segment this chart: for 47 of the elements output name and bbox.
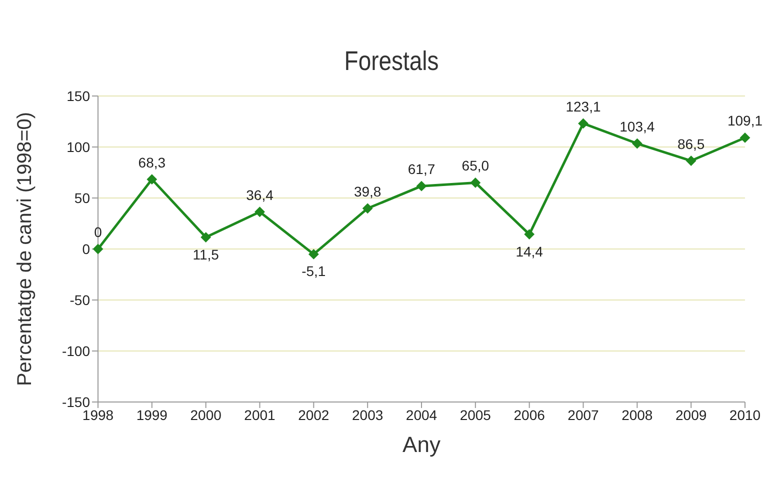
chart-title: Forestals bbox=[343, 45, 440, 78]
x-tick-label: 2009 bbox=[676, 406, 707, 423]
text: 39,8 bbox=[354, 183, 382, 200]
text: 123,1 bbox=[566, 98, 601, 114]
x-tick-label: 2000 bbox=[190, 406, 222, 423]
point bbox=[362, 203, 373, 214]
x-axis-title: Any bbox=[402, 432, 440, 457]
x-tick-label: 2002 bbox=[298, 406, 330, 423]
point bbox=[200, 232, 211, 242]
text: 14,4 bbox=[516, 243, 543, 260]
x-tick-label: 2010 bbox=[729, 406, 761, 423]
text: 68,3 bbox=[138, 154, 166, 170]
y-tick-label: 100 bbox=[66, 138, 90, 155]
x-tick-label: 2001 bbox=[244, 406, 276, 423]
point bbox=[524, 229, 534, 240]
text: 109,1 bbox=[727, 112, 763, 129]
point bbox=[632, 138, 642, 149]
text: 61,7 bbox=[408, 161, 436, 178]
text: 0 bbox=[94, 224, 102, 240]
text: 65,0 bbox=[462, 158, 490, 174]
x-tick-label: 2004 bbox=[406, 406, 438, 423]
point bbox=[740, 132, 750, 143]
y-tick-label: 150 bbox=[66, 88, 90, 104]
text: -5,1 bbox=[302, 263, 326, 280]
x-tick-label: 2005 bbox=[460, 406, 492, 423]
y-tick-label: 50 bbox=[74, 190, 90, 206]
text: 36,4 bbox=[246, 186, 274, 203]
text: 86,5 bbox=[677, 136, 705, 152]
text: 11,5 bbox=[192, 246, 219, 262]
y-tick-label: -100 bbox=[62, 342, 90, 359]
y-tick-label: -50 bbox=[70, 292, 90, 308]
point bbox=[578, 118, 588, 128]
y-axis-title: Percentatge de canvi (1998=0) bbox=[14, 112, 36, 386]
text: 103,4 bbox=[620, 118, 655, 135]
x-tick-label: 2008 bbox=[622, 406, 653, 423]
point bbox=[308, 249, 319, 260]
point bbox=[470, 178, 480, 188]
point bbox=[146, 174, 157, 184]
point bbox=[254, 206, 265, 217]
point bbox=[686, 156, 696, 166]
point bbox=[93, 244, 103, 254]
x-tick-label: 2006 bbox=[514, 406, 546, 423]
x-tick-label: 1999 bbox=[136, 406, 168, 423]
x-tick-label: 2003 bbox=[352, 406, 384, 423]
point bbox=[416, 181, 426, 192]
x-tick-label: 2007 bbox=[568, 406, 600, 423]
y-tick-label: 0 bbox=[82, 240, 90, 257]
